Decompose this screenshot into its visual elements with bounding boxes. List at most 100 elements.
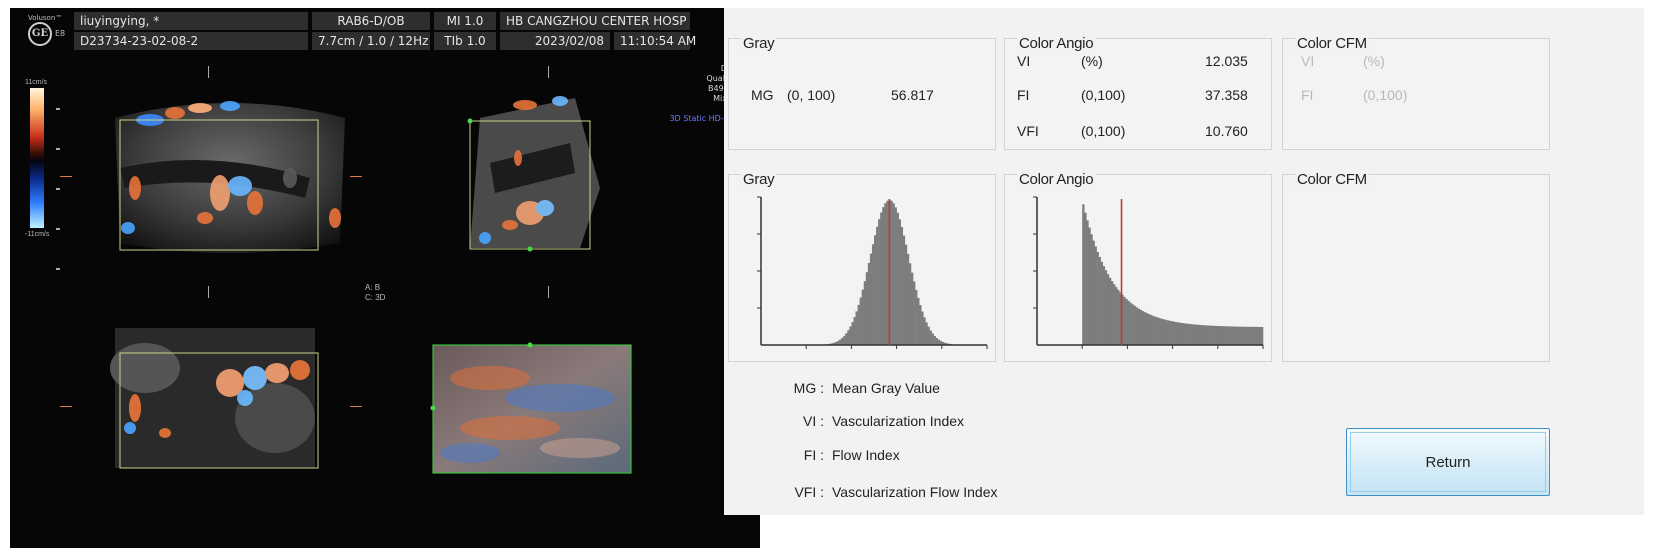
histogram-bar (1199, 324, 1202, 345)
fi-range: (0,100) (1081, 87, 1126, 103)
histogram-bar (1082, 204, 1085, 345)
histogram-bar (1174, 321, 1177, 345)
scan-marker (548, 66, 549, 78)
histogram-bar (1123, 296, 1126, 345)
histogram-bar (1090, 234, 1093, 345)
histogram-bar (859, 297, 862, 345)
view-label-c: C: 3D (365, 293, 386, 302)
histogram-bar (1246, 326, 1249, 345)
histogram-bar (1152, 315, 1155, 345)
histogram-bar (1104, 270, 1108, 345)
histogram-bar (1217, 326, 1221, 345)
histogram-bar (867, 262, 871, 345)
histogram-bar (935, 338, 938, 345)
ge-logo-icon: GE (28, 22, 52, 46)
histogram-bar (1254, 326, 1258, 345)
histogram-bar (919, 305, 922, 345)
histogram-bar (1168, 320, 1171, 345)
histogram-bar (1150, 315, 1153, 345)
cfm-vi-range: (%) (1363, 53, 1385, 69)
histogram-bar (1260, 326, 1264, 345)
depth-tick (56, 108, 60, 110)
histogram-bar (1215, 325, 1219, 345)
view-c-image[interactable] (105, 328, 335, 478)
histogram-bar (1158, 318, 1161, 345)
histogram-bar (1197, 324, 1200, 345)
histogram-bar (861, 289, 865, 345)
histogram-bar (1250, 326, 1254, 345)
depth-tick (56, 228, 60, 230)
legend-abbr: VI : (802, 413, 824, 429)
color-cfm-histogram-box: Color CFM (1282, 171, 1550, 362)
histogram-bar (1088, 227, 1091, 345)
histogram-bar (1205, 325, 1208, 345)
histogram-bar (902, 235, 906, 345)
histogram-bar (1176, 322, 1180, 345)
param-mode: 3D Static HD-Flow™ (669, 114, 750, 123)
histogram-bar (1221, 326, 1225, 345)
color-angio-histogram-chart (1033, 196, 1264, 349)
histogram-bar (1102, 266, 1106, 345)
histogram-bar (884, 203, 887, 345)
ge-logo: Voluson™ GE E8 (28, 14, 65, 48)
histogram-bar (1127, 300, 1130, 345)
fi-value: 37.358 (1205, 87, 1248, 103)
view-3d-render[interactable] (430, 338, 635, 483)
histogram-bar (832, 342, 836, 345)
histogram-bar (845, 333, 848, 345)
color-cfm-info-box: Color CFM VI (%) FI (0,100) (1282, 35, 1550, 150)
histogram-bar (1154, 316, 1157, 345)
histogram-bar (925, 322, 928, 345)
vi-value: 12.035 (1205, 53, 1248, 69)
histogram-bar (906, 253, 910, 345)
histogram-bar (1121, 294, 1124, 345)
view-labels: A: B C: 3D (365, 283, 385, 303)
histogram-bar (890, 200, 893, 345)
color-cfm-info-title: Color CFM (1295, 35, 1369, 52)
legend-vfi: VFI : Vascularization Flow Index (764, 484, 997, 500)
histogram-bar (886, 200, 889, 345)
gray-histogram-title: Gray (741, 171, 777, 188)
depth-tick (56, 268, 60, 270)
view-a-image[interactable] (90, 78, 370, 278)
histogram-bar (894, 207, 897, 345)
histogram-bar (927, 326, 930, 345)
legend-text: Vascularization Index (832, 413, 965, 429)
scan-marker (208, 66, 209, 78)
depth-tick (56, 148, 60, 150)
exam-date: 2023/02/08 (500, 32, 610, 50)
histogram-bar (945, 343, 949, 345)
histogram-bar (1131, 304, 1134, 345)
legend-fi: FI : Flow Index (764, 447, 900, 463)
ultrasound-header: Voluson™ GE E8 liuyingying, * RAB6-D/OB … (10, 8, 760, 52)
velocity-scale-min: -11cm/s (25, 231, 50, 238)
histogram-bar (1184, 323, 1188, 345)
histogram-bar (1256, 326, 1260, 345)
histogram-bar (1193, 324, 1196, 345)
histogram-bar (865, 272, 869, 345)
patient-name: liuyingying, * (74, 12, 308, 30)
histogram-bar (1223, 326, 1227, 345)
histogram-bar (1180, 322, 1184, 345)
mi-label: MI 1.0 (434, 12, 496, 30)
vfi-range: (0,100) (1081, 123, 1126, 139)
histogram-bar (917, 297, 920, 345)
histogram-bar (1182, 323, 1186, 345)
histogram-bar (841, 337, 844, 345)
histogram-bar (1110, 281, 1114, 345)
histogram-bar (1160, 318, 1163, 345)
histogram-bar (937, 339, 941, 345)
scan-marker (208, 286, 209, 298)
return-button[interactable]: Return (1346, 428, 1550, 496)
histogram-bar (1156, 317, 1159, 345)
legend-vi: VI : Vascularization Index (764, 413, 964, 429)
histogram-bar (857, 304, 860, 345)
histogram-bar (1258, 326, 1262, 345)
histogram-bar (1166, 320, 1169, 345)
view-b-image[interactable] (450, 83, 600, 273)
histogram-bar (1209, 325, 1212, 345)
gray-histogram-box: Gray (728, 171, 996, 362)
histogram-bar (1133, 305, 1136, 345)
histogram-bar (943, 342, 947, 345)
histogram-bar (896, 212, 899, 345)
